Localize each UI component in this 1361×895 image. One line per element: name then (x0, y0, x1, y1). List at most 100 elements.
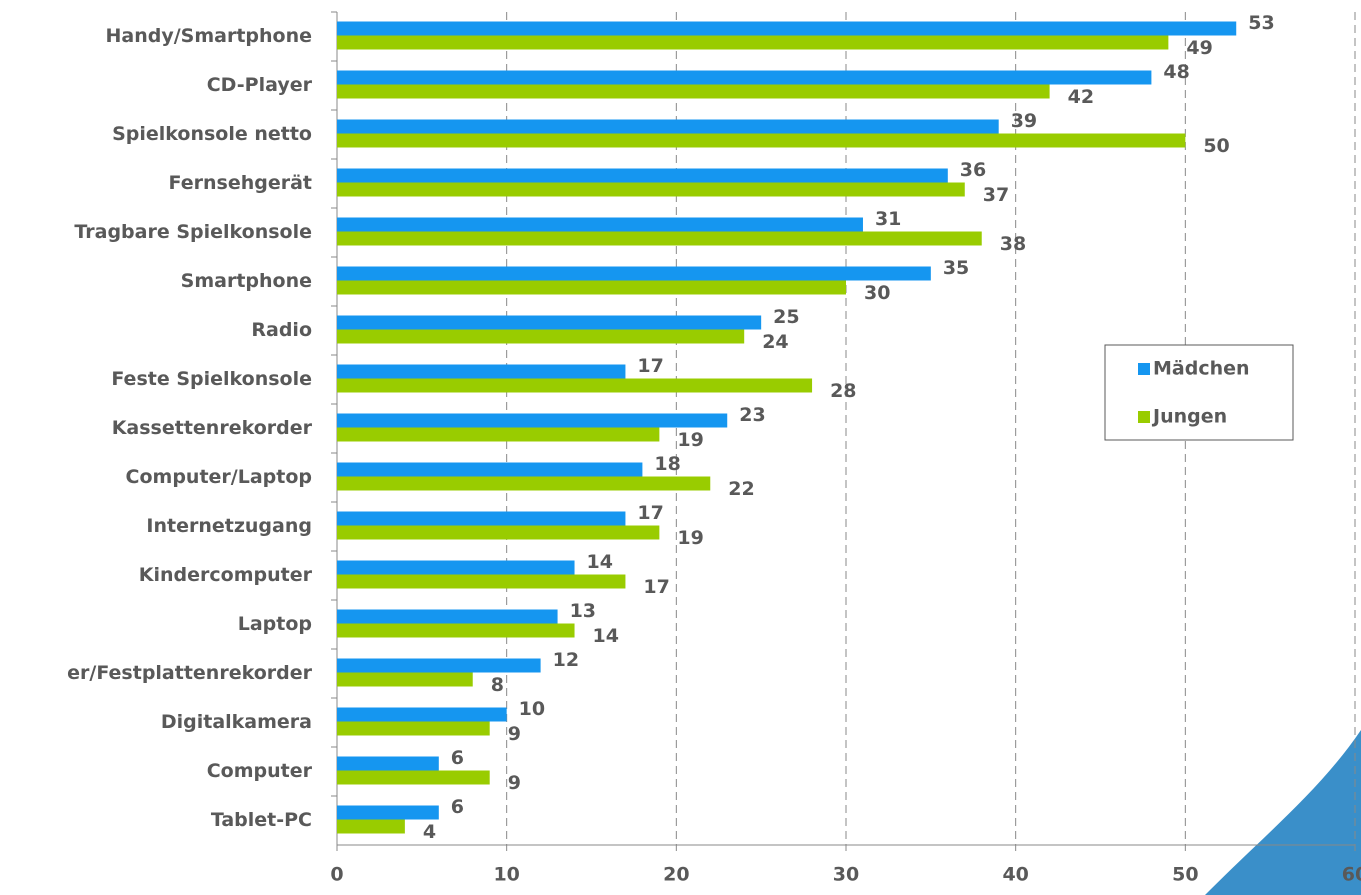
y-tick-label: er/Festplattenrekorder (67, 662, 312, 684)
data-label: 24 (762, 331, 788, 353)
data-label: 17 (637, 355, 663, 377)
bar (337, 119, 999, 134)
bar (337, 329, 745, 344)
data-label: 19 (677, 429, 703, 451)
data-label: 22 (728, 478, 754, 500)
data-label: 48 (1163, 61, 1189, 83)
bar (337, 721, 490, 736)
y-tick-label: Kindercomputer (139, 564, 313, 586)
data-label: 30 (864, 282, 890, 304)
y-tick-label: Laptop (238, 613, 312, 635)
bar (337, 35, 1169, 50)
bar (337, 623, 575, 638)
data-label: 28 (830, 380, 856, 402)
decoration (1205, 730, 1361, 895)
bar (337, 574, 626, 589)
bar (337, 364, 626, 379)
bar (337, 315, 762, 330)
x-tick-label: 50 (1172, 864, 1198, 886)
bar (337, 609, 558, 624)
data-label: 10 (519, 698, 545, 720)
bar (337, 378, 813, 393)
x-tick-label: 30 (833, 864, 859, 886)
bar (337, 672, 473, 687)
bar (337, 525, 660, 540)
x-tick-label: 60 (1342, 864, 1361, 886)
data-label: 9 (508, 723, 521, 745)
bar (337, 427, 660, 442)
data-label: 9 (508, 772, 521, 794)
y-tick-label: Internetzugang (146, 515, 312, 537)
y-tick-label: CD-Player (207, 74, 313, 96)
bar (337, 133, 1186, 148)
bar (337, 476, 711, 491)
data-label: 17 (637, 502, 663, 524)
data-label: 19 (677, 527, 703, 549)
data-label: 42 (1068, 86, 1094, 108)
y-tick-label: Handy/Smartphone (105, 25, 312, 47)
data-label: 38 (1000, 233, 1026, 255)
y-tick-label: Smartphone (181, 270, 312, 292)
x-tick-label: 10 (493, 864, 519, 886)
legend-label: Jungen (1151, 406, 1227, 428)
data-label: 35 (943, 257, 969, 279)
data-label: 53 (1248, 12, 1274, 34)
y-tick-label: Computer/Laptop (126, 466, 312, 488)
data-label: 25 (773, 306, 799, 328)
bar (337, 217, 863, 232)
bar (337, 84, 1050, 99)
data-label: 12 (553, 649, 579, 671)
y-tick-label: Spielkonsole netto (112, 123, 312, 145)
data-label: 14 (593, 625, 619, 647)
data-label: 36 (960, 159, 986, 181)
data-label: 39 (1011, 110, 1037, 132)
legend-swatch (1138, 363, 1150, 375)
bar (337, 770, 490, 785)
bar (337, 231, 982, 246)
data-label: 31 (875, 208, 901, 230)
legend-label: Mädchen (1153, 358, 1250, 380)
y-tick-label: Tablet-PC (211, 809, 312, 831)
bar (337, 266, 931, 281)
bar (337, 413, 728, 428)
bar (337, 756, 439, 771)
data-label: 49 (1186, 37, 1212, 59)
data-label: 14 (587, 551, 613, 573)
y-tick-label: Fernsehgerät (169, 172, 312, 194)
y-tick-label: Radio (251, 319, 312, 341)
y-tick-label: Tragbare Spielkonsole (74, 221, 312, 243)
bar (337, 819, 405, 834)
y-tick-label: Kassettenrekorder (112, 417, 313, 439)
legend: Mädchen Jungen (1104, 344, 1294, 441)
legend-box (1104, 344, 1294, 441)
bar (337, 805, 439, 820)
x-tick-label: 0 (330, 864, 343, 886)
bar (337, 658, 541, 673)
data-label: 6 (451, 747, 464, 769)
bar (337, 21, 1237, 36)
data-label: 17 (643, 576, 669, 598)
bar (337, 280, 846, 295)
data-label: 4 (423, 821, 436, 843)
x-tick-label: 20 (663, 864, 689, 886)
data-label: 6 (451, 796, 464, 818)
bar (337, 462, 643, 477)
y-tick-label: Digitalkamera (161, 711, 312, 733)
x-tick-label: 40 (1002, 864, 1028, 886)
data-label: 13 (570, 600, 596, 622)
data-label: 18 (654, 453, 680, 475)
data-label: 50 (1203, 135, 1229, 157)
bar (337, 182, 965, 197)
bar (337, 560, 575, 575)
bar (337, 707, 507, 722)
data-label: 23 (739, 404, 765, 426)
data-label: 8 (491, 674, 504, 696)
y-tick-label: Computer (207, 760, 313, 782)
y-tick-label: Feste Spielkonsole (111, 368, 312, 390)
bar (337, 511, 626, 526)
data-label: 37 (983, 184, 1009, 206)
bar (337, 168, 948, 183)
bar (337, 70, 1152, 85)
plot-area: 0102030405060Handy/Smartphone5349CD-Play… (67, 11, 1361, 886)
